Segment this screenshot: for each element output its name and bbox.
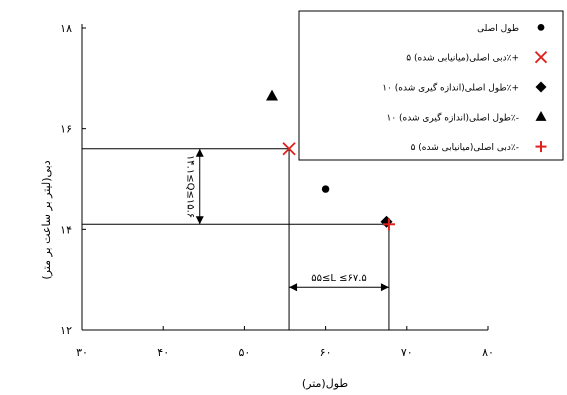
legend-marker-plus-point (535, 141, 547, 153)
legend-label: طول اصلی(اندازه گیری شده) ۱۰٪- (387, 111, 520, 123)
q-range-arrow (195, 148, 204, 225)
legend-marker-x-point (534, 51, 548, 64)
legend-label: طول اصلی(اندازه گیری شده) ۱۰٪+ (382, 81, 519, 93)
data-point-triangle-point (266, 89, 279, 101)
q-range-arrow-head-top (195, 148, 204, 157)
annotations: ۱۴.۱≤Q≤۱۵.۶ ۵۵≤L ≤۶۷.۵ (185, 148, 389, 292)
legend-marker-diamond-point (535, 81, 547, 93)
data-point-circle-point (321, 185, 330, 193)
reference-lines (82, 148, 390, 330)
legend-label: دبی اصلی(میانیابی شده) ۵٪+ (406, 54, 519, 64)
q-range-arrow-head-bottom (195, 216, 204, 225)
data-point-x-point (282, 142, 296, 156)
legend-marker-x-point-stroke-b (534, 51, 548, 64)
y-tick-label: ۱۸ (60, 22, 72, 35)
x-tick-label: ۶۰ (320, 346, 332, 359)
data-points (266, 89, 395, 231)
x-tick-label: ۷۰ (401, 346, 413, 359)
x-axis-title: طول(متر) (302, 377, 349, 390)
legend: طول اصلی دبی اصلی(میانیابی شده) ۵٪+ طول اص… (298, 10, 564, 161)
legend-marker-triangle-point (535, 111, 547, 121)
data-point-x-point-stroke-b (282, 142, 296, 156)
y-tick-label: ۱۴ (60, 223, 72, 236)
y-tick-label: ۱۲ (60, 324, 72, 337)
legend-marker-circle-point (537, 23, 545, 31)
x-tick-label: ۸۰ (482, 346, 494, 359)
y-axis-title: دبی(لیتر بر ساعت بر متر) (40, 160, 53, 279)
l-range-arrow (289, 283, 389, 292)
data-point-diamond-point (380, 215, 393, 228)
axes: ۳۰ ۴۰ ۵۰ ۶۰ ۷۰ ۸۰ ۱۲ ۱۴ ۱۶ ۱۸ (60, 22, 494, 359)
l-range-arrow-head-right (380, 283, 389, 292)
legend-box (298, 10, 564, 161)
x-tick-label: ۳۰ (76, 346, 88, 359)
y-tick-label: ۱۶ (60, 123, 72, 136)
legend-label: طول اصلی (477, 24, 519, 34)
legend-label: دبی اصلی(میانیابی شده) ۵٪- (411, 143, 519, 153)
l-range-arrow-head-left (289, 283, 298, 292)
l-range-label: ۵۵≤L ≤۶۷.۵ (311, 273, 367, 284)
x-tick-label: ۴۰ (157, 346, 169, 359)
data-point-plus-point (382, 218, 395, 231)
x-tick-label: ۵۰ (238, 346, 250, 359)
q-range-label: ۱۴.۱≤Q≤۱۵.۶ (185, 155, 196, 218)
